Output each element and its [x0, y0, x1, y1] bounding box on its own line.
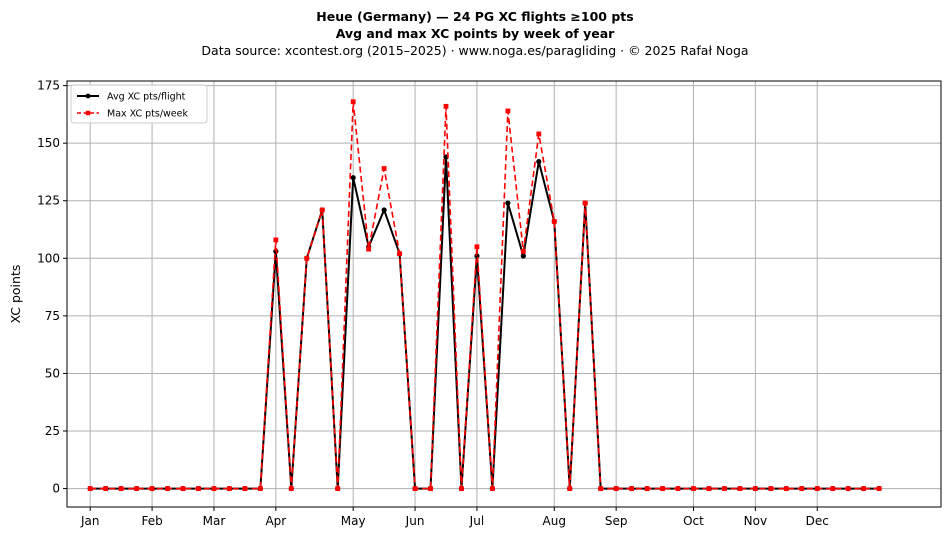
- data-point-max: [489, 486, 495, 491]
- x-tick-label: Mar: [203, 514, 226, 528]
- x-tick-label: Dec: [806, 514, 829, 528]
- y-tick-label: 0: [52, 482, 60, 496]
- y-tick-label: 50: [45, 366, 60, 380]
- data-point-max: [103, 486, 109, 491]
- data-point-max: [783, 486, 789, 491]
- data-point-max: [304, 255, 310, 261]
- y-tick-label: 75: [45, 309, 60, 323]
- data-point-max: [582, 200, 588, 206]
- data-point-max: [567, 486, 573, 491]
- x-tick-label: Oct: [683, 514, 704, 528]
- data-point-max: [459, 486, 464, 491]
- data-point-avg: [536, 158, 542, 165]
- data-point-max: [861, 486, 867, 491]
- data-point-max: [319, 207, 325, 213]
- data-point-max: [366, 246, 372, 252]
- data-point-avg: [350, 175, 356, 181]
- x-tick-label: Aug: [543, 514, 566, 528]
- data-point-max: [242, 486, 248, 491]
- data-point-max: [675, 486, 681, 491]
- x-tick-label: Nov: [744, 514, 767, 528]
- data-point-max: [149, 486, 155, 491]
- data-point-max: [397, 251, 402, 257]
- y-tick-label: 100: [37, 251, 60, 265]
- x-tick-label: Feb: [141, 514, 162, 528]
- data-point-avg: [381, 207, 387, 213]
- data-point-avg: [505, 200, 511, 206]
- y-axis-label: XC points: [8, 265, 23, 324]
- data-point-max: [752, 486, 758, 491]
- data-point-max: [412, 486, 418, 491]
- data-point-max: [768, 486, 774, 491]
- x-tick-label: Jul: [469, 514, 484, 528]
- data-point-max: [520, 249, 526, 254]
- data-point-max: [876, 486, 882, 491]
- data-point-max: [428, 486, 433, 491]
- x-tick-label: May: [341, 514, 366, 528]
- data-point-max: [613, 486, 619, 491]
- data-point-max: [474, 244, 480, 250]
- y-tick-label: 25: [45, 424, 60, 438]
- data-point-max: [737, 486, 743, 491]
- data-point-max: [335, 486, 341, 491]
- data-point-max: [814, 486, 820, 491]
- data-point-max: [257, 486, 263, 491]
- data-point-max: [273, 237, 279, 243]
- data-point-max: [536, 131, 542, 137]
- data-point-max: [598, 486, 604, 491]
- data-point-max: [165, 486, 170, 491]
- legend-marker-max: [85, 110, 91, 116]
- data-point-max: [505, 108, 511, 114]
- data-point-max: [799, 486, 805, 491]
- chart-title: Heue (Germany) — 24 PG XC flights ≥100 p…: [316, 9, 634, 24]
- data-point-max: [706, 486, 712, 491]
- plot-frame: [66, 80, 942, 508]
- legend-marker-avg: [85, 93, 91, 99]
- series-layer: [87, 99, 882, 492]
- data-point-max: [551, 219, 557, 224]
- y-tick-label: 150: [37, 136, 60, 150]
- legend-label-max: Max XC pts/week: [107, 109, 188, 120]
- x-tick-label: Sep: [605, 514, 628, 528]
- data-point-max: [644, 486, 650, 491]
- data-point-max: [660, 486, 665, 491]
- data-point-max: [830, 486, 836, 491]
- x-tick-label: Apr: [265, 514, 286, 528]
- data-point-max: [134, 486, 140, 491]
- x-tick-label: Jun: [405, 514, 425, 528]
- data-point-max: [180, 486, 186, 491]
- x-tick-label: Jan: [80, 514, 100, 528]
- data-point-max: [227, 486, 232, 491]
- data-point-avg: [520, 253, 526, 259]
- data-point-max: [196, 486, 201, 491]
- chart-source-line: Data source: xcontest.org (2015–2025) · …: [201, 43, 749, 58]
- data-point-max: [845, 486, 851, 491]
- data-point-max: [722, 486, 727, 491]
- y-tick-label: 175: [37, 79, 60, 93]
- legend-box: [70, 84, 208, 124]
- chart-subtitle: Avg and max XC points by week of year: [335, 26, 615, 41]
- legend: Avg XC pts/flight Max XC pts/week: [70, 84, 208, 124]
- data-point-max: [691, 486, 696, 491]
- data-point-max: [288, 486, 294, 491]
- grid: [67, 81, 941, 507]
- data-point-max: [87, 486, 93, 491]
- legend-label-avg: Avg XC pts/flight: [107, 92, 186, 103]
- data-point-max: [629, 486, 635, 491]
- data-point-max: [350, 99, 356, 105]
- data-point-max: [118, 486, 124, 491]
- ticks: 0 25 50 75 100 125 150 175 Jan Feb Mar Apr May Jun Jul…: [37, 79, 829, 528]
- data-point-max: [211, 486, 217, 491]
- data-point-max: [443, 103, 449, 109]
- data-point-max: [381, 166, 387, 171]
- y-tick-label: 125: [37, 194, 60, 208]
- series-line-avg: [90, 155, 880, 490]
